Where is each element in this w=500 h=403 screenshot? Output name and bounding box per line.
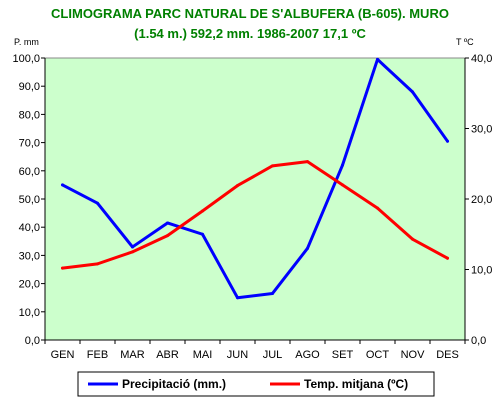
- right-tick-label: 0,0: [471, 335, 486, 347]
- temperature-point: [131, 250, 134, 254]
- chart-title-line2: (1.54 m.) 592,2 mm. 1986-2007 17,1 ºC: [134, 26, 366, 41]
- precipitation-line: [61, 57, 449, 300]
- x-tick-label: DES: [436, 349, 459, 361]
- left-tick-label: 20,0: [19, 279, 40, 291]
- left-tick-label: 30,0: [19, 250, 40, 262]
- temperature-point: [201, 209, 204, 213]
- precipitation-point: [166, 221, 169, 225]
- precipitation-point: [376, 57, 379, 61]
- x-tick-label: MAR: [120, 349, 145, 361]
- precipitation-point: [201, 232, 204, 236]
- precipitation-point: [131, 245, 134, 249]
- left-axis-unit: P. mm: [14, 37, 39, 47]
- right-tick-label: 20,0: [471, 194, 492, 206]
- x-tick-label: OCT: [366, 349, 390, 361]
- precipitation-point: [271, 291, 274, 295]
- legend-label-temperature: Temp. mitjana (ºC): [304, 377, 408, 391]
- x-tick-label: ABR: [156, 349, 179, 361]
- x-tick-label: NOV: [401, 349, 426, 361]
- right-tick-label: 10,0: [471, 265, 492, 277]
- left-y-axis: 0,0 10,0 20,0 30,0 40,0 50,0 60,0 70,0 80,0 90,0 1…: [12, 53, 46, 347]
- precipitation-point: [411, 90, 414, 94]
- legend-box: [77, 371, 435, 397]
- left-tick-label: 100,0: [12, 53, 40, 65]
- left-tick-label: 70,0: [19, 138, 40, 150]
- temperature-point: [446, 256, 449, 260]
- x-tick-label: JUN: [227, 349, 248, 361]
- x-axis: GEN FEB MAR ABR MAI JUN JUL AGO SET OCT NOV DES: [44, 339, 466, 361]
- precipitation-point: [341, 163, 344, 167]
- precipitation-point: [236, 296, 239, 300]
- temperature-point: [376, 206, 379, 210]
- left-tick-label: 60,0: [19, 166, 40, 178]
- temperature-point: [411, 237, 414, 241]
- right-tick-label: 40,0: [471, 53, 492, 65]
- legend: Precipitació (mm.) Temp. mitjana (ºC): [77, 371, 435, 397]
- x-tick-label: SET: [332, 349, 354, 361]
- right-y-axis: 0,0 10,0 20,0 30,0 40,0: [464, 53, 492, 347]
- left-tick-label: 10,0: [19, 307, 40, 319]
- temperature-point: [236, 184, 239, 188]
- temperature-point: [96, 262, 99, 266]
- plot-area: [44, 57, 466, 341]
- left-tick-label: 80,0: [19, 109, 40, 121]
- x-tick-label: FEB: [87, 349, 108, 361]
- temperature-point: [271, 164, 274, 168]
- left-tick-label: 90,0: [19, 81, 40, 93]
- temperature-line: [61, 160, 449, 270]
- chart-title-line1: CLIMOGRAMA PARC NATURAL DE S'ALBUFERA (B…: [51, 6, 449, 21]
- x-tick-label: GEN: [51, 349, 75, 361]
- x-tick-label: MAI: [193, 349, 213, 361]
- temperature-point: [341, 183, 344, 187]
- temperature-point: [166, 234, 169, 238]
- right-axis-unit: T ºC: [456, 37, 474, 47]
- series-layer: [61, 57, 449, 300]
- left-tick-label: 0,0: [25, 335, 40, 347]
- precipitation-point: [446, 139, 449, 143]
- x-tick-label: JUL: [263, 349, 283, 361]
- legend-label-precipitation: Precipitació (mm.): [122, 377, 226, 391]
- left-tick-label: 40,0: [19, 222, 40, 234]
- left-tick-label: 50,0: [19, 194, 40, 206]
- precipitation-point: [61, 183, 64, 187]
- temperature-point: [61, 266, 64, 270]
- precipitation-point: [306, 246, 309, 250]
- temperature-point: [306, 160, 309, 164]
- x-tick-label: AGO: [295, 349, 320, 361]
- precipitation-point: [96, 201, 99, 205]
- right-tick-label: 30,0: [471, 124, 492, 136]
